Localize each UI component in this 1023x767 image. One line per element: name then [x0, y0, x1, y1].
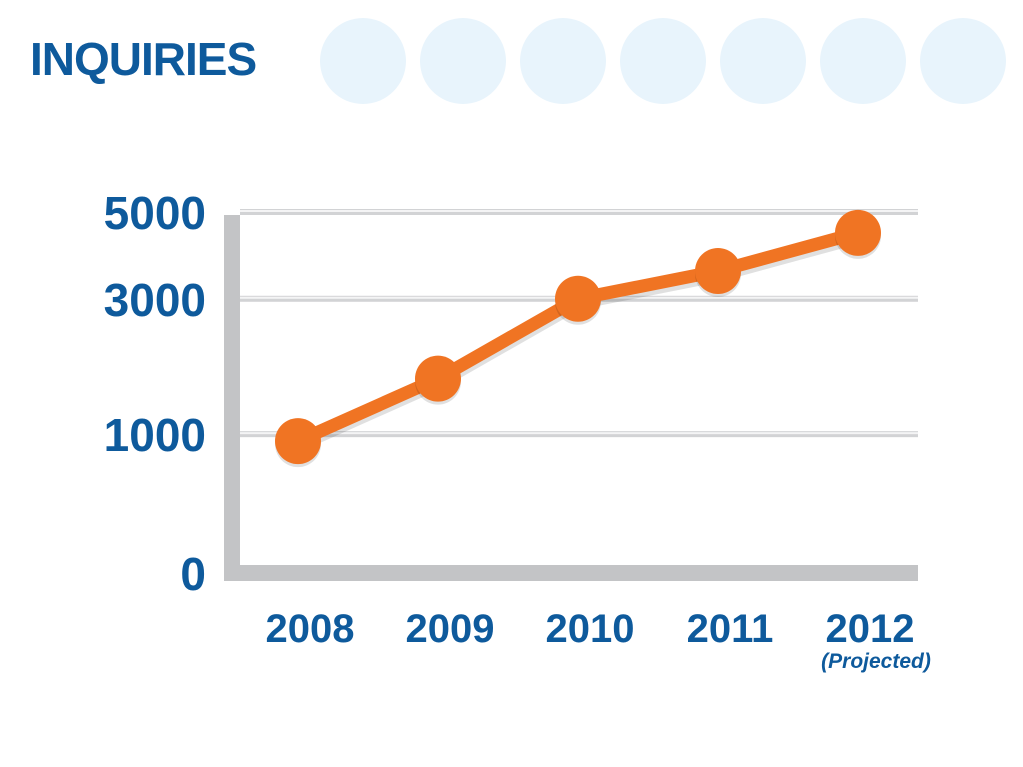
data-point-2010: [555, 275, 601, 322]
data-point-2008: [275, 418, 321, 465]
decor-circle: [620, 18, 706, 104]
y-axis: [224, 215, 240, 581]
y-tick-label: 1000: [104, 409, 206, 461]
page-title: INQUIRIES: [30, 33, 257, 85]
data-point-2009: [415, 355, 461, 402]
decor-circle: [820, 18, 906, 104]
y-tick-labels: 0 1000 3000 5000: [104, 187, 206, 600]
decor-circle: [420, 18, 506, 104]
x-tick-label: 2010: [546, 607, 635, 651]
gridline-highlight: [240, 210, 918, 212]
x-tick-labels: 2008 2009 2010 2011 2012(Projected): [266, 607, 931, 673]
decor-circle: [520, 18, 606, 104]
projected-note: (Projected): [821, 650, 931, 673]
data-point-2012: [835, 209, 881, 256]
x-axis: [224, 565, 918, 581]
y-tick-label: 5000: [104, 187, 206, 239]
series-group: [275, 209, 881, 468]
decor-circle: [920, 18, 1006, 104]
x-tick-label: 2011: [687, 607, 774, 651]
axes: [224, 215, 918, 581]
series-line-shadow: [295, 230, 860, 452]
decorative-circles: [320, 18, 1006, 104]
data-point-2011: [695, 248, 741, 295]
x-tick-label: 2008: [266, 607, 355, 651]
decor-circle: [720, 18, 806, 104]
x-tick-label: 2012: [826, 607, 915, 651]
y-tick-label: 0: [180, 548, 206, 600]
y-tick-label: 3000: [104, 274, 206, 326]
decor-circle: [320, 18, 406, 104]
gridline-highlight: [240, 432, 918, 435]
x-tick-label: 2009: [406, 607, 495, 651]
